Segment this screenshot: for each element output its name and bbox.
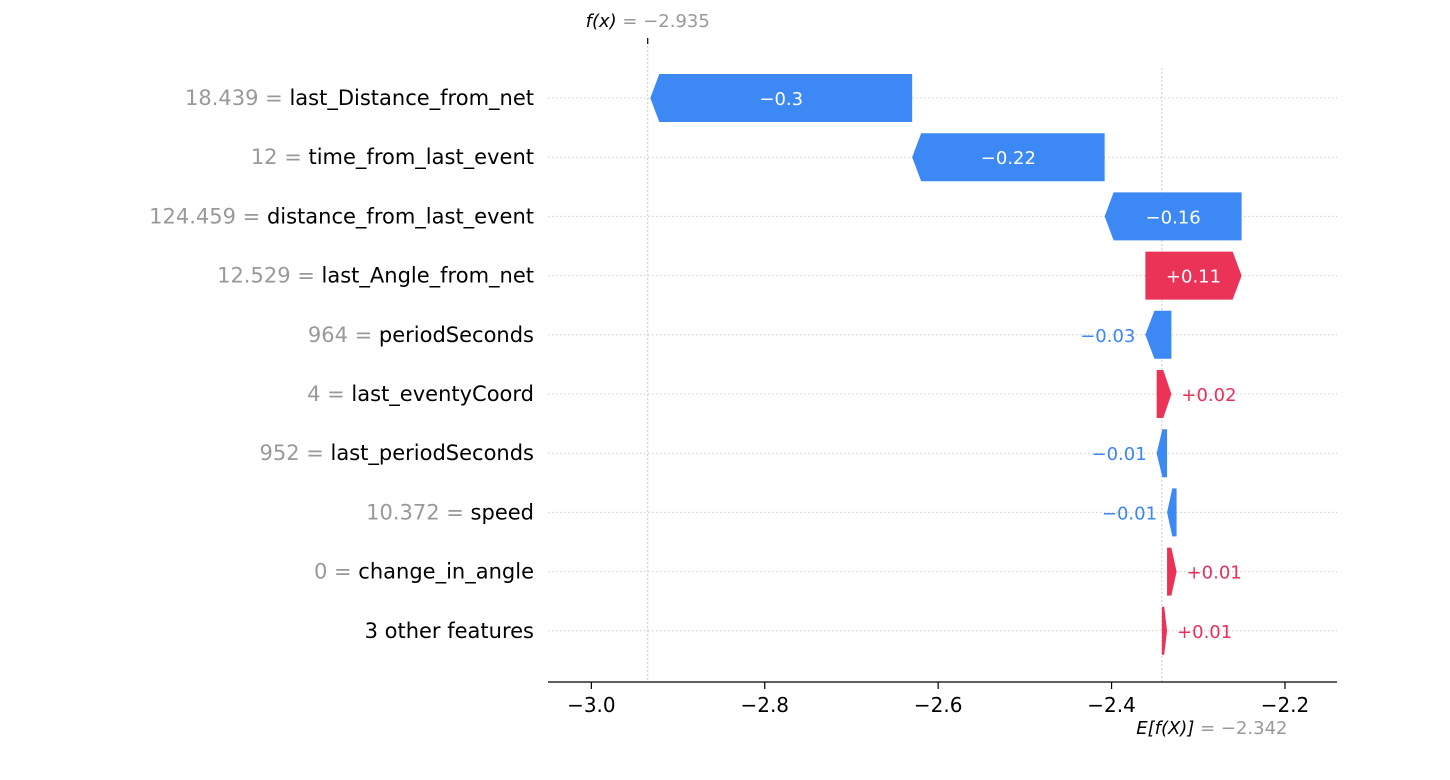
x-tick-label: −2.2 [1261, 693, 1310, 717]
feature-label: 124.459 = distance_from_last_event [149, 204, 534, 229]
bar-value-label: −0.01 [1091, 444, 1146, 465]
bar-last_distance_from_net [650, 74, 913, 122]
base-value-annotation: E[f(X)] = −2.342 [1136, 718, 1287, 739]
feature-name: distance_from_last_event [267, 204, 534, 229]
feature-name: change_in_angle [358, 560, 534, 585]
bar-last_eventycoord [1156, 370, 1172, 418]
bar-value-label: +0.01 [1187, 563, 1242, 584]
bar-3-other-features [1161, 606, 1168, 655]
feature-value: 12.529 = [217, 264, 321, 288]
feature-label: 10.372 = speed [366, 500, 534, 524]
bar-distance_from_last_event [1104, 192, 1242, 241]
feature-label: 3 other features [365, 619, 534, 643]
bar-value-label: −0.3 [759, 89, 803, 110]
feature-value: 952 = [259, 441, 330, 465]
feature-name: last_Distance_from_net [289, 86, 534, 111]
x-axis: −3.0 −2.8 −2.6 −2.4 −2.2 [548, 681, 1337, 717]
feature-label: 18.439 = last_Distance_from_net [185, 86, 534, 111]
feature-name: 3 other features [365, 619, 534, 643]
bar-speed [1167, 488, 1177, 537]
feature-label: 0 = change_in_angle [314, 560, 534, 585]
x-tick-label: −3.0 [567, 693, 616, 717]
x-tick-label: −2.8 [740, 693, 789, 717]
output-value-number: = −2.935 [617, 11, 710, 32]
feature-name: periodSeconds [379, 323, 534, 347]
feature-name: last_periodSeconds [331, 441, 535, 466]
bar-last_angle_from_net [1145, 251, 1242, 300]
output-value-annotation: f(x) = −2.935 [586, 11, 710, 32]
feature-value: 964 = [308, 323, 379, 347]
feature-value: 12 = [251, 145, 309, 169]
base-value-prefix: E[f(X)] [1136, 718, 1194, 739]
bar-value-label: +0.01 [1177, 622, 1232, 643]
bar-value-label: −0.22 [981, 148, 1036, 169]
x-tick-label: −2.6 [914, 693, 963, 717]
bar-time_from_last_event [912, 133, 1105, 182]
x-tick-label: −2.4 [1087, 693, 1136, 717]
feature-label: 4 = last_eventyCoord [307, 382, 534, 407]
feature-value: 0 = [314, 560, 358, 584]
bar-value-label: −0.01 [1102, 503, 1157, 524]
label-layer: −0.3 18.439 = last_Distance_from_net −0.22… [149, 86, 1242, 643]
base-value-number: = −2.342 [1194, 718, 1287, 739]
bar-value-label: +0.11 [1166, 267, 1221, 288]
bar-value-label: −0.16 [1146, 207, 1201, 228]
feature-value: 18.439 = [185, 86, 289, 110]
feature-value: 124.459 = [149, 204, 267, 228]
feature-name: last_eventyCoord [351, 382, 534, 407]
bar-layer [650, 74, 1242, 655]
feature-name: last_Angle_from_net [322, 264, 534, 289]
bar-value-label: +0.02 [1181, 385, 1236, 406]
bar-value-label: −0.03 [1080, 326, 1135, 347]
feature-label: 952 = last_periodSeconds [259, 441, 534, 466]
feature-name: speed [471, 500, 534, 524]
feature-value: 10.372 = [366, 500, 470, 524]
bar-change_in_angle [1167, 547, 1177, 596]
feature-label: 964 = periodSeconds [308, 323, 534, 347]
feature-label: 12.529 = last_Angle_from_net [217, 264, 534, 289]
feature-name: time_from_last_event [308, 145, 534, 170]
feature-label: 12 = time_from_last_event [251, 145, 534, 170]
annotation-layer: f(x) = −2.935 E[f(X)] = −2.342 [586, 11, 1288, 739]
bar-last_periodseconds [1156, 429, 1168, 478]
feature-value: 4 = [307, 382, 351, 406]
bar-periodseconds [1145, 310, 1172, 359]
output-value-prefix: f(x) [586, 11, 617, 32]
